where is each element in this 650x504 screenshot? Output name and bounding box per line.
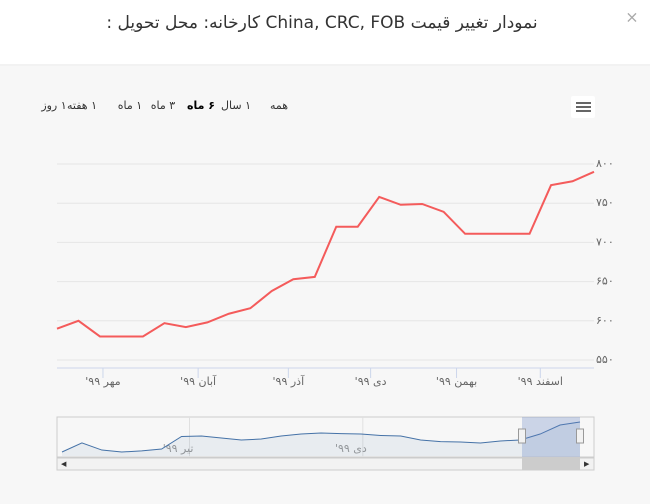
navigator-tick-label: تیر ۹۹' <box>163 442 194 455</box>
navigator-area <box>62 422 580 456</box>
y-tick-label: ۸۰۰ <box>596 157 614 170</box>
range-button[interactable]: همه <box>270 99 288 112</box>
scrollbar-thumb[interactable] <box>522 458 580 470</box>
x-tick-label: آذر ۹۹' <box>273 374 306 388</box>
scrollbar[interactable] <box>56 457 595 471</box>
modal-header <box>0 0 650 65</box>
x-tick-label: اسفند ۹۹' <box>518 375 563 388</box>
y-tick-label: ۷۰۰ <box>596 235 614 248</box>
range-button[interactable]: ۱ سال <box>221 99 251 112</box>
y-tick-label: ۶۰۰ <box>596 314 614 327</box>
navigator-line <box>61 421 581 453</box>
x-tick-label: دی ۹۹' <box>355 375 387 388</box>
series-line <box>56 170 595 338</box>
modal-body <box>0 66 650 504</box>
x-tick-label: آبان ۹۹' <box>180 374 217 388</box>
y-tick-label: ۶۵۰ <box>596 275 614 288</box>
menu-bar <box>576 102 591 104</box>
navigator-frame <box>56 416 595 458</box>
close-button[interactable]: × <box>625 8 638 27</box>
menu-bar <box>576 106 591 108</box>
x-tick-label: مهر ۹۹' <box>85 375 120 388</box>
x-tick-label: بهمن ۹۹' <box>436 375 477 388</box>
y-tick-label: ۷۵۰ <box>596 196 614 209</box>
scroll-left[interactable]: ◀ <box>61 460 67 468</box>
menu-button[interactable] <box>571 96 595 118</box>
menu-bar <box>576 110 591 112</box>
scroll-right[interactable]: ▶ <box>584 460 590 468</box>
range-button[interactable]: ۳ ماه <box>151 99 176 112</box>
range-button[interactable]: ۶ ماه <box>187 99 215 112</box>
navigator-tick-label: دی ۹۹' <box>335 442 367 455</box>
range-button[interactable]: ۱ هفته <box>67 99 97 112</box>
navigator-mask <box>522 417 580 457</box>
range-button[interactable]: ۱ روز <box>40 99 66 112</box>
range-button[interactable]: ۱ ماه <box>118 99 142 112</box>
y-tick-label: ۵۵۰ <box>596 353 614 366</box>
navigator-handle[interactable] <box>576 428 584 444</box>
navigator-handle[interactable] <box>518 428 526 444</box>
modal-title: نمودار تغییر قیمت China, CRC, FOB کارخان… <box>106 13 537 33</box>
